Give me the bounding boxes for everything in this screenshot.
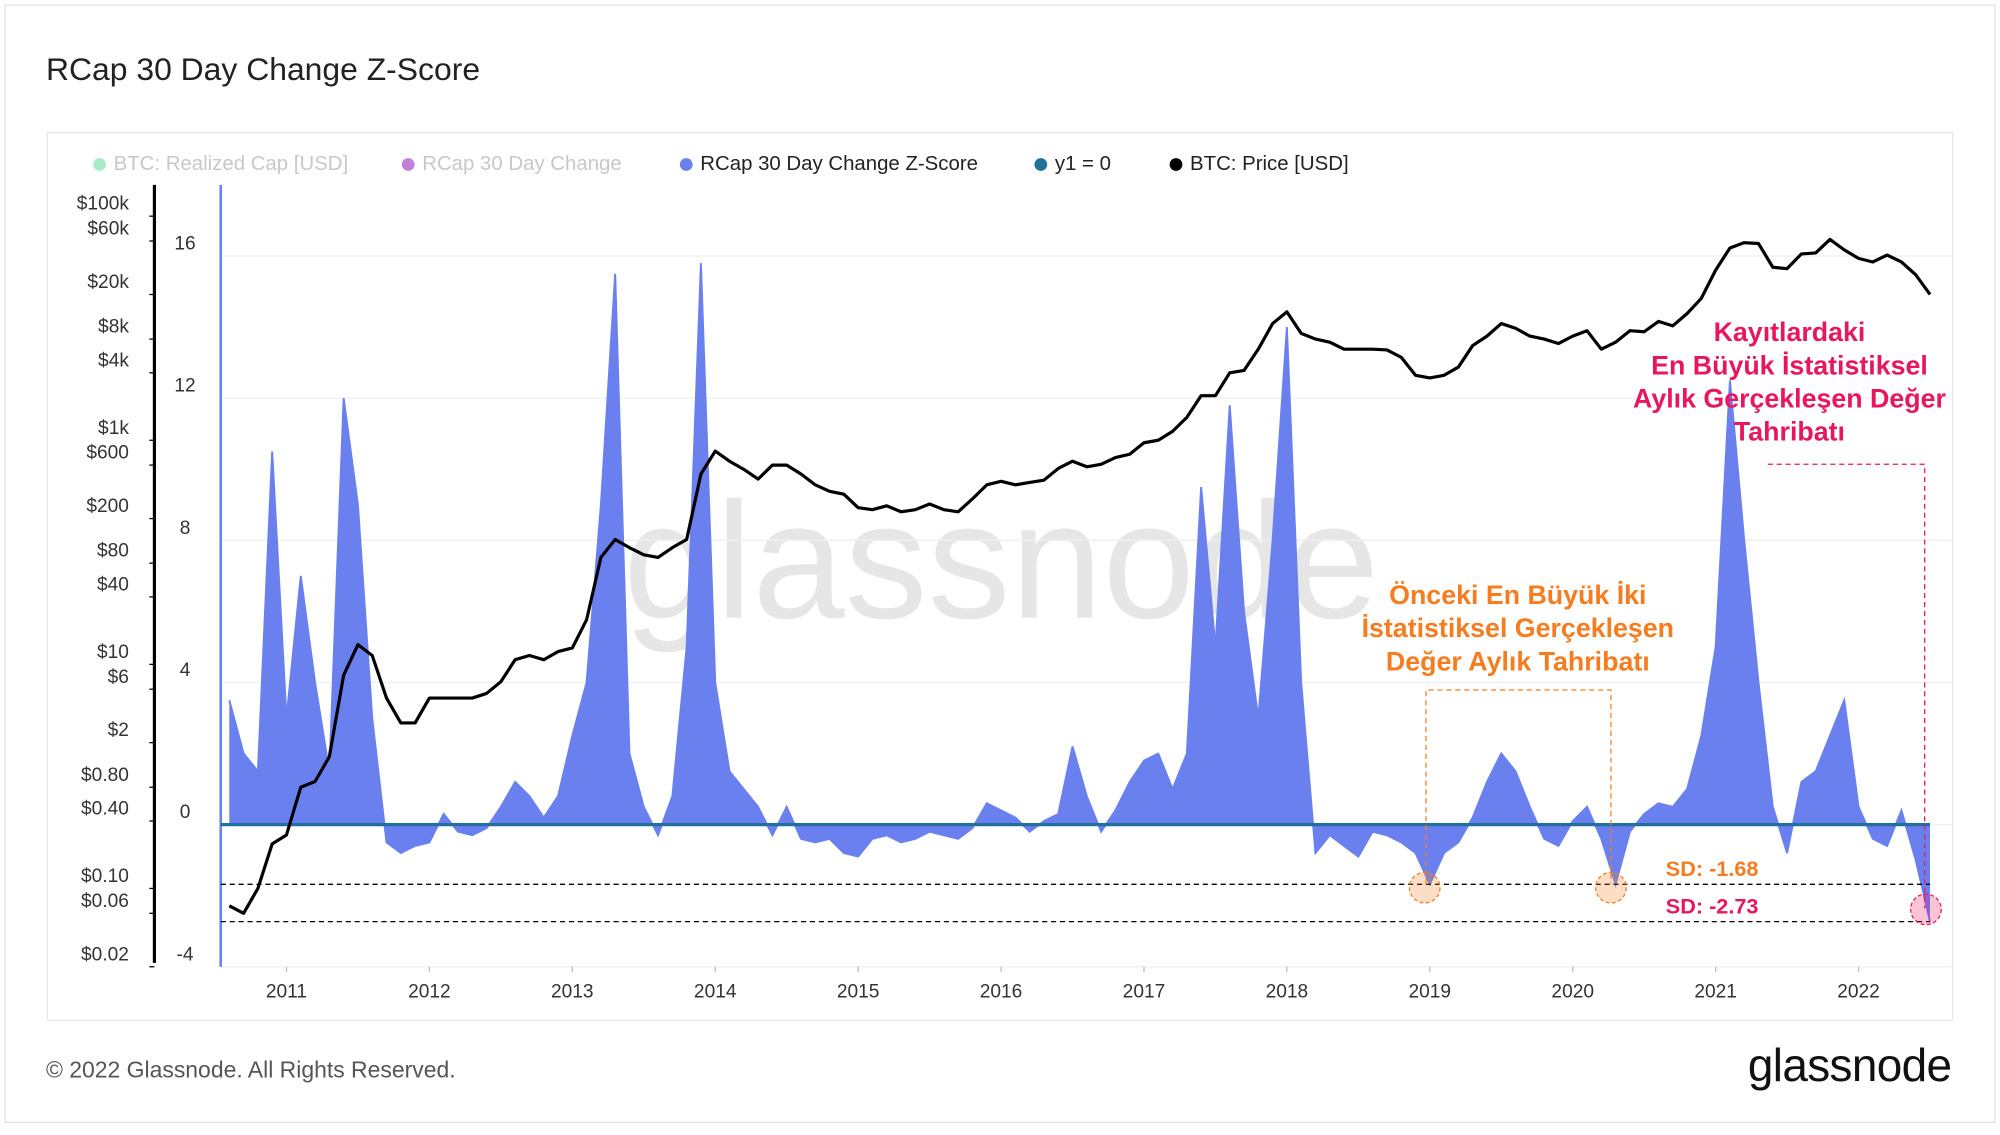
area-outline bbox=[228, 263, 1931, 922]
x-tick-label: 2017 bbox=[1123, 981, 1166, 1002]
highlight-circle bbox=[1408, 871, 1441, 904]
reference-label: SD: -1.68 bbox=[1666, 856, 1759, 881]
y2-tick-label: $0.06 bbox=[81, 891, 129, 912]
y-tick-label: 8 bbox=[180, 518, 191, 539]
legend-label: y1 = 0 bbox=[1055, 153, 1111, 175]
chart-title: RCap 30 Day Change Z-Score bbox=[46, 51, 480, 87]
legend-label: BTC: Price [USD] bbox=[1190, 153, 1349, 175]
y2-tick-label: $1k bbox=[98, 418, 129, 439]
y-tick-label: 4 bbox=[180, 660, 191, 681]
x-tick-label: 2020 bbox=[1551, 981, 1594, 1002]
y2-tick-label: $600 bbox=[86, 443, 129, 464]
y2-tick-label: $0.80 bbox=[81, 765, 129, 786]
y2-tick-label: $0.40 bbox=[81, 799, 129, 820]
annotation-text: Değer Aylık Tahribatı bbox=[1386, 646, 1650, 676]
legend-label: RCap 30 Day Change Z-Score bbox=[700, 153, 978, 175]
chart-frame bbox=[46, 132, 1954, 1021]
y2-tick-label: $2 bbox=[108, 720, 129, 741]
annotation-text: İstatistiksel Gerçekleşen bbox=[1362, 613, 1674, 643]
plot: -4 0 4 8 12 16 $100k $60k $20k $8k $4k $1k $600 $200 $… bbox=[77, 153, 1952, 1002]
x-tick-label: 2012 bbox=[408, 981, 451, 1002]
x-tick-label: 2019 bbox=[1409, 981, 1452, 1002]
x-tick-label: 2018 bbox=[1266, 981, 1309, 1002]
x-tick-label: 2022 bbox=[1837, 981, 1880, 1002]
reference-label: SD: -2.73 bbox=[1666, 893, 1759, 918]
x-tick-label: 2015 bbox=[837, 981, 880, 1002]
y2-tick-label: $10 bbox=[97, 642, 129, 663]
x-tick-label: 2016 bbox=[980, 981, 1023, 1002]
y2-tick-label: $100k bbox=[77, 194, 130, 215]
y2-tick-label: $80 bbox=[97, 541, 129, 562]
legend-label: RCap 30 Day Change bbox=[422, 153, 621, 175]
legend-marker bbox=[93, 158, 106, 171]
y2-tick-label: $0.02 bbox=[81, 944, 129, 965]
y-tick-label: 12 bbox=[174, 376, 195, 397]
annotation-connector bbox=[1425, 689, 1612, 884]
y2-tick-label: $40 bbox=[97, 574, 129, 595]
y2-tick-label: $6 bbox=[108, 667, 129, 688]
y2-tick-label: $60k bbox=[87, 219, 129, 240]
y2-tick-label: $8k bbox=[98, 317, 129, 338]
y-tick-label: -4 bbox=[177, 944, 194, 965]
x-tick-label: 2013 bbox=[551, 981, 594, 1002]
annotation-connector bbox=[1767, 463, 1926, 909]
annotation-text: Tahribatı bbox=[1734, 417, 1845, 447]
highlight-circle bbox=[1909, 893, 1942, 926]
legend-marker bbox=[401, 158, 415, 171]
annotation-text: Önceki En Büyük İki bbox=[1389, 580, 1646, 610]
area-fill bbox=[229, 263, 1931, 922]
annotation-text: Kayıtlardaki bbox=[1714, 317, 1866, 347]
x-tick-label: 2011 bbox=[266, 981, 307, 1002]
y2-tick-label: $20k bbox=[87, 272, 129, 293]
logo: glassnode bbox=[1748, 1039, 1952, 1091]
x-tick-label: 2021 bbox=[1694, 981, 1737, 1002]
legend-marker bbox=[1169, 158, 1183, 171]
legend-marker bbox=[679, 158, 693, 171]
y2-tick-label: $200 bbox=[86, 496, 129, 517]
watermark: glassnode bbox=[623, 469, 1379, 654]
legend-label: BTC: Realized Cap [USD] bbox=[114, 153, 349, 175]
legend-marker bbox=[1034, 158, 1048, 171]
y-tick-label: 0 bbox=[180, 802, 191, 823]
footer: © 2022 Glassnode. All Rights Reserved. bbox=[46, 1056, 456, 1082]
annotation-text: En Büyük İstatistiksel bbox=[1651, 350, 1928, 380]
y2-tick-label: $0.10 bbox=[81, 866, 129, 887]
highlight-circle bbox=[1594, 871, 1627, 904]
x-tick-label: 2014 bbox=[694, 981, 737, 1002]
annotation-text: Aylık Gerçekleşen Değer bbox=[1633, 384, 1947, 414]
price-line bbox=[228, 237, 1932, 915]
y2-tick-label: $4k bbox=[98, 350, 129, 371]
y-tick-label: 16 bbox=[174, 234, 195, 255]
